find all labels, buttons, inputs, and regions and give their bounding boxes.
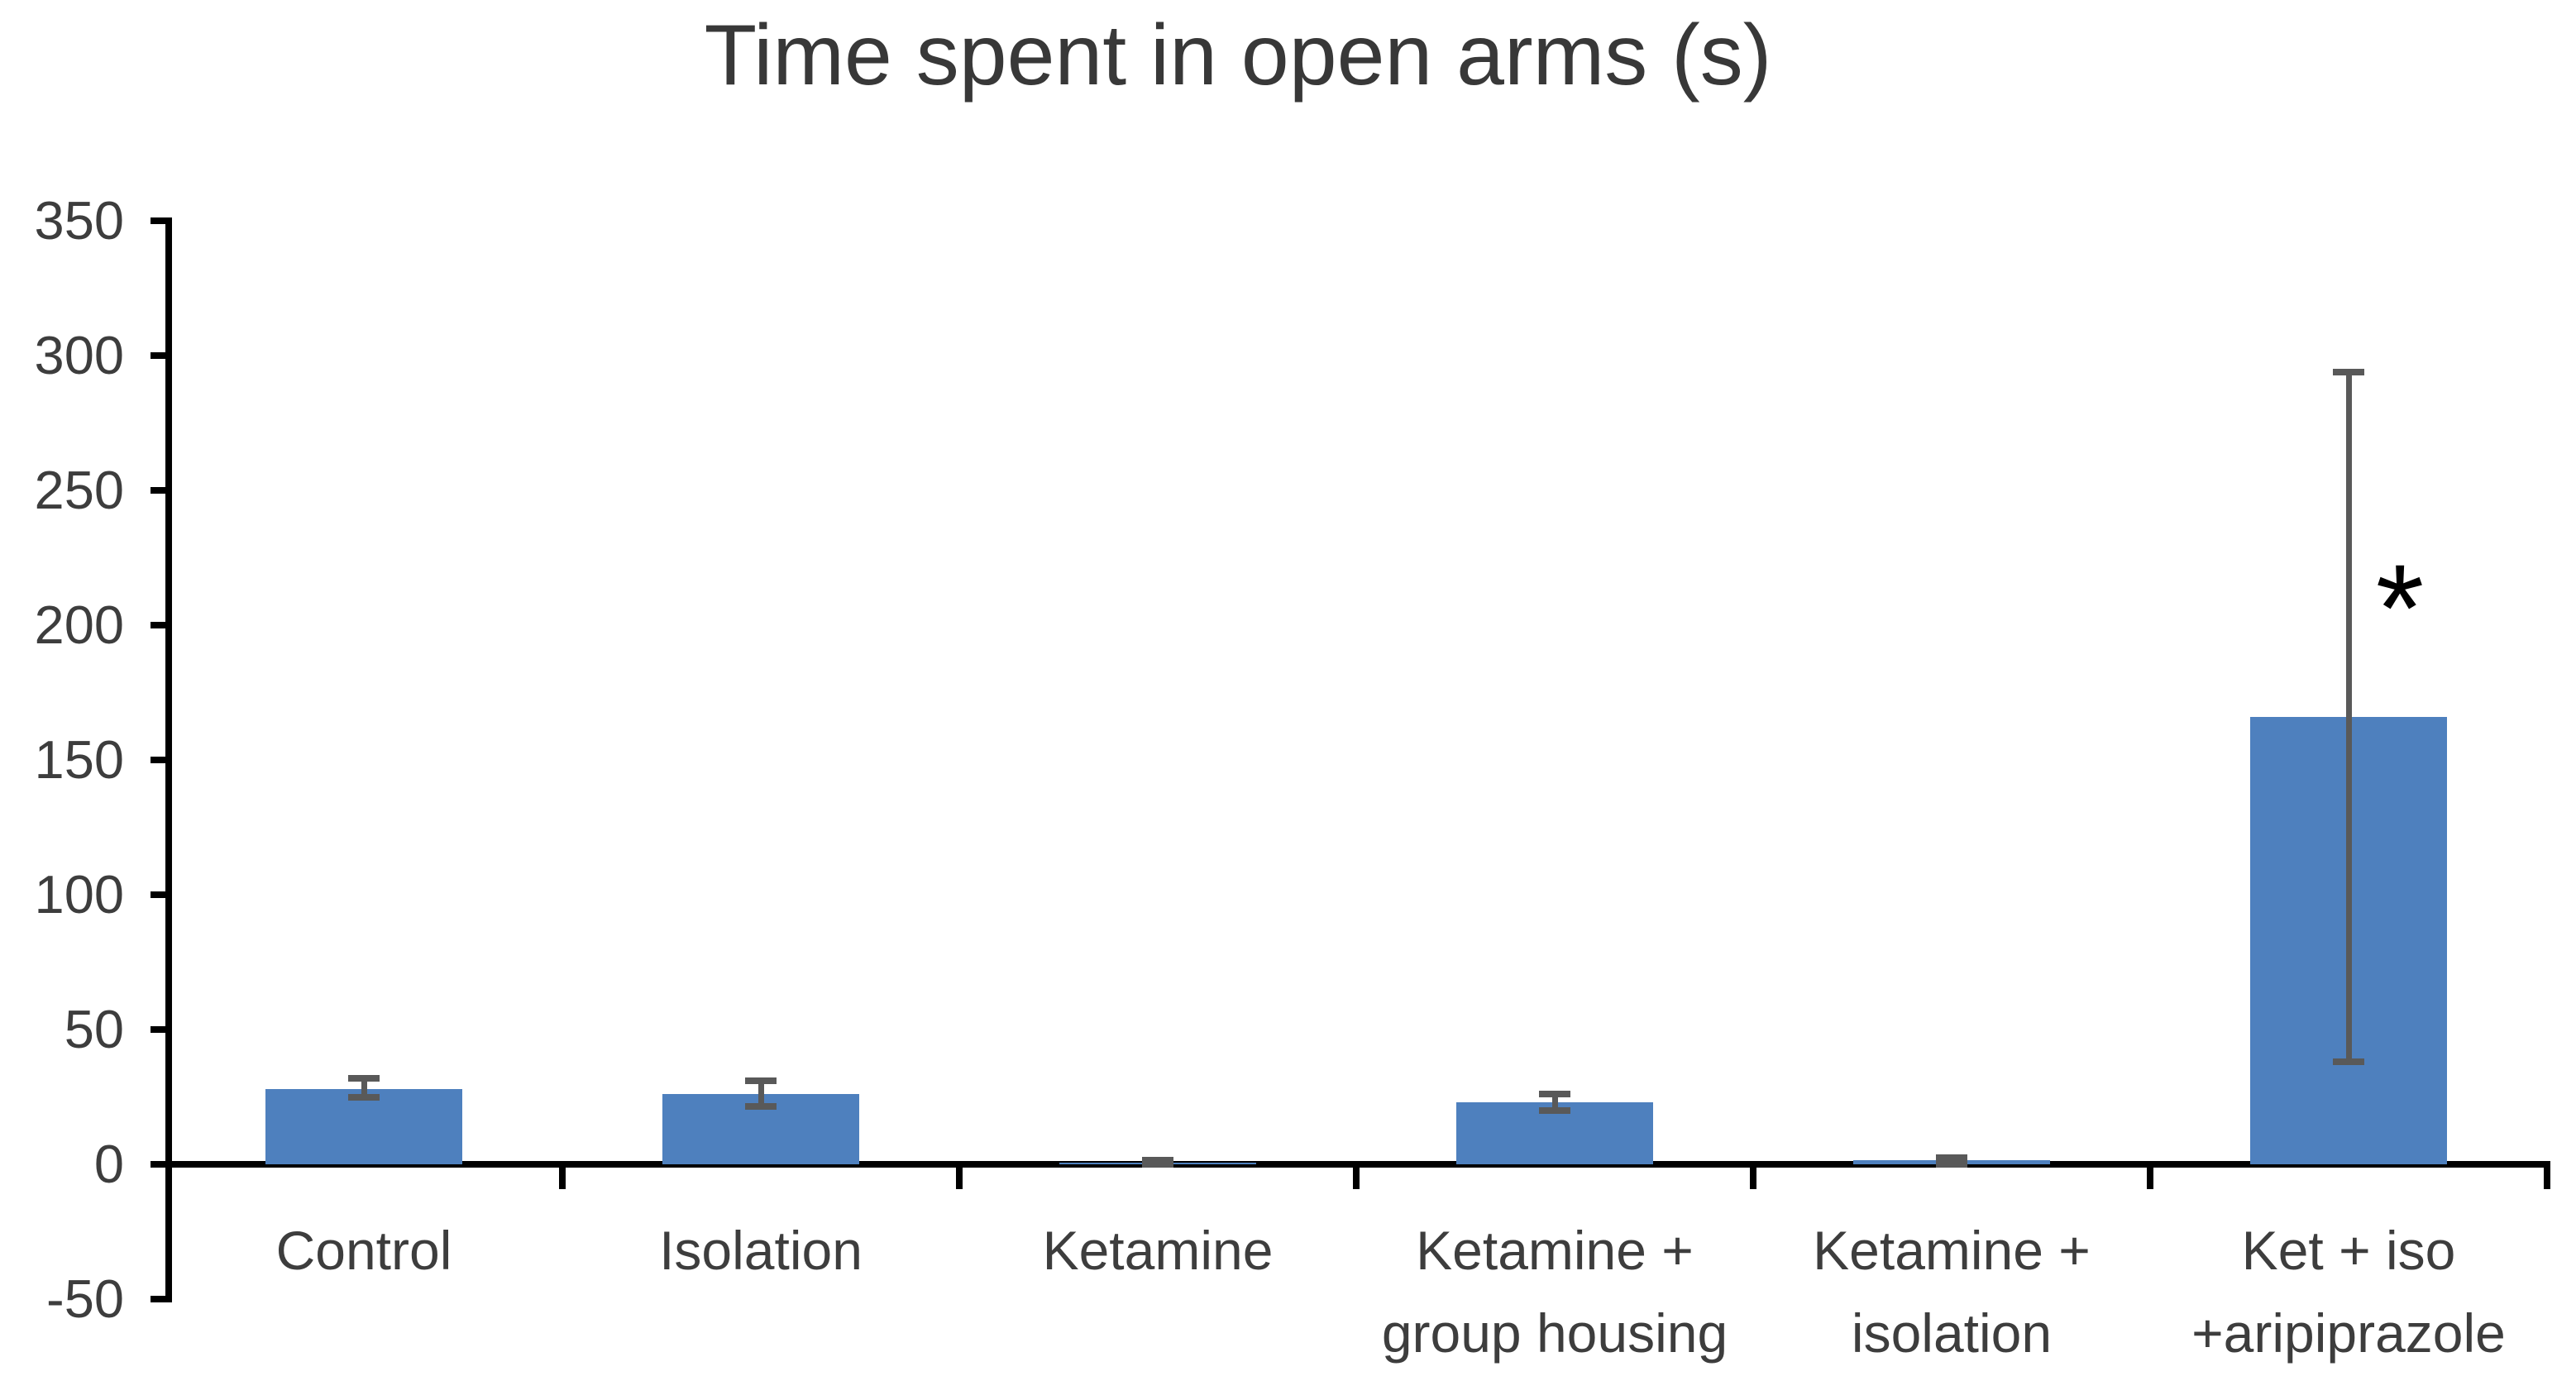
category-label: Ketamine: [959, 1209, 1356, 1292]
category-label-line: Control: [275, 1220, 452, 1281]
error-bar-line: [2345, 371, 2352, 1063]
category-label: Ketamine + group housing: [1356, 1209, 1753, 1374]
category-label-line: Ketamine +: [1813, 1220, 2091, 1281]
y-axis-tick-label: 50: [64, 999, 124, 1059]
chart-title: Time spent in open arms (s): [704, 7, 1772, 103]
y-axis-tick: [151, 487, 172, 494]
error-bar-bottom-cap: [745, 1102, 777, 1110]
x-axis-tick: [1750, 1161, 1756, 1189]
error-bar-top-cap: [348, 1074, 380, 1082]
y-axis-tick-label: 250: [34, 460, 124, 520]
error-bar-bottom-cap: [1539, 1106, 1570, 1114]
category-label-line: Ketamine +: [1416, 1220, 1694, 1281]
x-axis-tick: [2544, 1161, 2550, 1189]
y-axis-tick: [151, 1026, 172, 1033]
category-label-line: group housing: [1381, 1302, 1728, 1364]
error-bar-bottom-cap: [1936, 1161, 1967, 1168]
y-axis-tick: [151, 217, 172, 224]
error-bar-bottom-cap: [1142, 1161, 1173, 1168]
category-label-line: +aripiprazole: [2191, 1302, 2506, 1364]
y-axis-tick-label: 350: [34, 190, 124, 251]
significance-asterisk: *: [2375, 538, 2425, 677]
y-axis-tick: [151, 757, 172, 763]
category-label: Isolation: [562, 1209, 959, 1292]
category-label: Ketamine + isolation: [1753, 1209, 2150, 1374]
error-bar-bottom-cap: [2333, 1058, 2364, 1066]
error-bar-top-cap: [2333, 368, 2364, 375]
y-axis-tick: [151, 891, 172, 898]
y-axis-tick: [151, 1161, 172, 1168]
error-bar-top-cap: [1936, 1154, 1967, 1161]
y-axis-tick: [151, 1296, 172, 1302]
y-axis-tick-label: 150: [34, 729, 124, 790]
error-bar-line: [1948, 1157, 1955, 1164]
x-axis-tick: [2147, 1161, 2153, 1189]
category-label-line: isolation: [1851, 1302, 2053, 1364]
error-bar-line: [361, 1077, 367, 1097]
y-axis-tick-label: -50: [46, 1268, 124, 1329]
error-bar-top-cap: [1539, 1091, 1570, 1098]
error-bar-bottom-cap: [348, 1093, 380, 1101]
y-axis-tick: [151, 622, 172, 628]
category-label: Ket + iso +aripiprazole: [2150, 1209, 2547, 1374]
y-axis-tick-label: 200: [34, 595, 124, 655]
error-bar-top-cap: [745, 1077, 777, 1084]
x-axis-tick: [1353, 1161, 1360, 1189]
bar-control: [265, 1088, 462, 1164]
y-axis-tick-label: 100: [34, 864, 124, 924]
x-axis-tick: [956, 1161, 963, 1189]
y-axis-tick: [151, 352, 172, 359]
y-axis-tick-label: 300: [34, 325, 124, 385]
x-axis-tick: [559, 1161, 566, 1189]
category-label-line: Ket + iso: [2241, 1220, 2456, 1281]
error-bar-top-cap: [1142, 1157, 1173, 1164]
category-label-line: Isolation: [659, 1220, 863, 1281]
error-bar-line: [1551, 1094, 1558, 1111]
y-axis-tick-label: 0: [93, 1134, 124, 1194]
category-label: Control: [165, 1209, 562, 1292]
error-bar-line: [758, 1080, 764, 1106]
category-label-line: Ketamine: [1042, 1220, 1274, 1281]
